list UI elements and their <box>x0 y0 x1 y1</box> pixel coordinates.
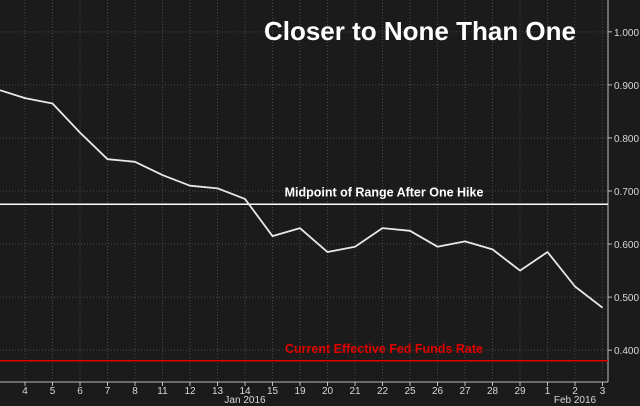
x-tick-label: 2 <box>572 386 578 397</box>
reference-line-label: Current Effective Fed Funds Rate <box>285 342 483 356</box>
x-tick-label: 5 <box>50 386 56 397</box>
y-tick-label: 0.400 <box>614 346 639 357</box>
x-tick-label: 26 <box>432 386 444 397</box>
x-axis: 4 5 6 7 8 11 12 13 14 15 19 20 21 22 25 26 27 28 29 1 2 3Jan … <box>0 381 608 406</box>
x-tick-label: 22 <box>377 386 389 397</box>
x-tick-label: 7 <box>105 386 111 397</box>
reference-line-label: Midpoint of Range After One Hike <box>285 185 484 199</box>
x-tick-label: 6 <box>77 386 83 397</box>
y-tick-label: 1.000 <box>614 28 639 39</box>
x-tick-label: 25 <box>404 386 416 397</box>
y-tick-label: 0.800 <box>614 134 639 145</box>
month-label: Feb 2016 <box>554 395 597 406</box>
x-tick-label: 27 <box>459 386 471 397</box>
x-tick-label: 12 <box>184 386 196 397</box>
x-tick-label: 11 <box>157 386 168 397</box>
grid <box>0 0 608 382</box>
x-tick-label: 4 <box>22 386 28 397</box>
x-tick-label: 21 <box>349 386 361 397</box>
x-tick-label: 8 <box>132 386 138 397</box>
x-tick-label: 29 <box>514 386 526 397</box>
x-tick-label: 13 <box>212 386 224 397</box>
y-tick-label: 0.900 <box>614 81 639 92</box>
y-tick-label: 0.600 <box>614 240 639 251</box>
series-group <box>0 89 604 309</box>
x-tick-label: 20 <box>322 386 334 397</box>
y-tick-label: 0.500 <box>614 293 639 304</box>
x-tick-label: 14 <box>239 386 251 397</box>
series-line <box>0 89 604 309</box>
x-tick-label: 19 <box>294 386 306 397</box>
x-tick-label: 1 <box>545 386 551 397</box>
reference-lines: Midpoint of Range After One Hike Current … <box>0 185 608 362</box>
x-tick-label: 3 <box>600 386 606 397</box>
x-tick-label: 28 <box>487 386 499 397</box>
y-axis: 1.000 0.900 0.800 0.700 0.600 0.500 0.400 <box>607 0 639 382</box>
x-tick-label: 15 <box>267 386 279 397</box>
chart-title: Closer to None Than One <box>264 16 576 46</box>
y-tick-label: 0.700 <box>614 187 639 198</box>
month-label: Jan 2016 <box>224 395 266 406</box>
